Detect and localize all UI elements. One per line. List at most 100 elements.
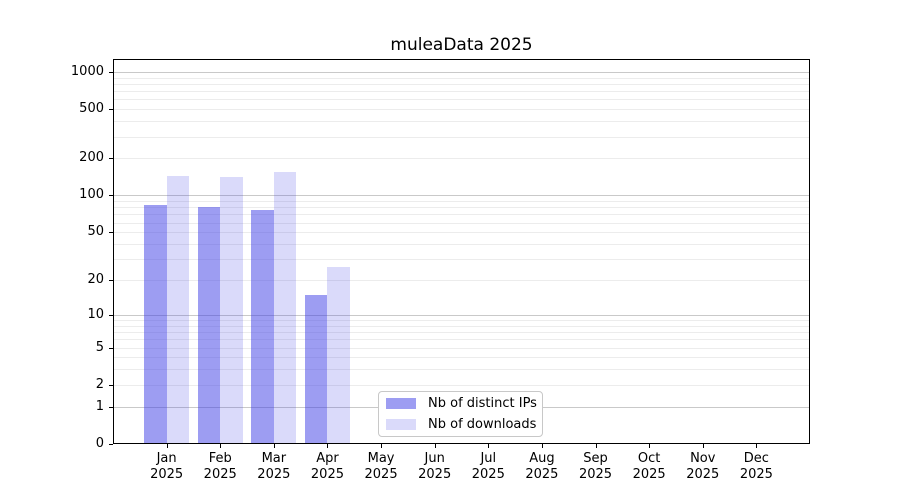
bar-distinct-ips-feb <box>197 207 221 444</box>
y-tick-label: 1000 <box>70 63 104 79</box>
minor-gridline <box>114 280 809 282</box>
legend-label-distinct-ips: Nb of distinct IPs <box>428 396 537 411</box>
x-tick-month: Nov <box>690 451 716 466</box>
bar-downloads-jan <box>166 175 189 444</box>
y-tick-label: 500 <box>79 101 104 117</box>
minor-gridline <box>114 91 809 93</box>
x-tick-year: 2025 <box>686 467 720 482</box>
minor-gridline <box>114 222 809 224</box>
minor-gridline <box>114 325 809 327</box>
minor-gridline <box>114 158 809 160</box>
x-tick-label: Mar 2025 <box>242 451 306 483</box>
x-tick-mark <box>273 444 275 448</box>
x-tick-label: Nov 2025 <box>671 451 735 483</box>
y-tick-label: 0 <box>95 436 104 451</box>
chart-title: muleaData 2025 <box>390 35 533 55</box>
legend-swatch-downloads <box>386 419 416 430</box>
x-tick-mark <box>488 444 490 448</box>
bar-distinct-ips-apr <box>305 294 328 444</box>
x-tick-label: Jun 2025 <box>403 451 467 483</box>
x-tick-year: 2025 <box>150 467 184 482</box>
x-tick-year: 2025 <box>632 467 666 482</box>
minor-gridline <box>114 83 809 85</box>
minor-gridline <box>114 121 809 123</box>
y-tick-label: 5 <box>95 339 104 355</box>
minor-gridline <box>114 77 809 79</box>
y-tick-mark <box>109 280 113 282</box>
minor-gridline <box>114 244 809 245</box>
major-gridline <box>114 314 809 316</box>
x-tick-year: 2025 <box>418 467 452 482</box>
x-tick-month: May <box>367 451 395 466</box>
minor-gridline <box>114 207 809 209</box>
x-tick-month: Oct <box>637 451 661 466</box>
minor-gridline <box>114 369 809 371</box>
x-tick-year: 2025 <box>739 467 773 482</box>
x-tick-month: Mar <box>261 451 287 466</box>
minor-gridline <box>114 136 809 138</box>
x-tick-year: 2025 <box>471 467 505 482</box>
minor-gridline <box>114 320 809 321</box>
y-tick-mark <box>109 158 113 160</box>
x-tick-label: Oct 2025 <box>617 451 681 483</box>
minor-gridline <box>114 259 809 261</box>
bar-distinct-ips-mar <box>251 210 274 444</box>
minor-gridline <box>114 214 809 216</box>
y-tick-mark <box>109 314 113 316</box>
x-tick-month: Sep <box>583 451 608 466</box>
x-tick-month: Aug <box>529 451 555 466</box>
x-tick-month: Jun <box>424 451 445 466</box>
x-tick-mark <box>381 444 383 448</box>
x-tick-year: 2025 <box>525 467 559 482</box>
x-tick-month: Jul <box>480 451 497 466</box>
x-tick-year: 2025 <box>203 467 237 482</box>
x-tick-label: Sep 2025 <box>564 451 628 483</box>
y-tick-label: 2 <box>95 376 104 392</box>
x-tick-label: May 2025 <box>349 451 413 483</box>
x-tick-mark <box>166 444 168 448</box>
x-tick-year: 2025 <box>310 467 344 482</box>
minor-gridline <box>114 339 809 341</box>
y-tick-label: 10 <box>87 306 104 322</box>
x-tick-mark <box>434 444 436 448</box>
x-tick-mark <box>702 444 704 448</box>
legend: Nb of distinct IPs Nb of downloads <box>378 391 543 437</box>
x-tick-year: 2025 <box>578 467 613 482</box>
x-tick-month: Jan <box>156 451 177 466</box>
y-tick-label: 20 <box>87 272 104 288</box>
minor-gridline <box>114 384 809 386</box>
bar-downloads-apr <box>327 266 350 444</box>
x-tick-month: Feb <box>208 451 232 466</box>
minor-gridline <box>114 347 809 349</box>
minor-gridline <box>114 232 809 234</box>
x-tick-mark <box>327 444 329 448</box>
legend-item-downloads: Nb of downloads <box>386 416 542 434</box>
y-tick-mark <box>109 406 113 408</box>
legend-label-downloads: Nb of downloads <box>428 417 537 432</box>
x-tick-mark <box>756 444 758 448</box>
x-tick-label: Apr 2025 <box>295 451 359 483</box>
x-tick-mark <box>220 444 222 448</box>
y-tick-mark <box>109 232 113 234</box>
y-tick-label: 100 <box>79 187 104 203</box>
y-tick-mark <box>109 109 113 111</box>
y-tick-mark <box>109 444 113 445</box>
x-tick-mark <box>649 444 651 448</box>
x-tick-label: Feb 2025 <box>188 451 252 483</box>
x-tick-label: Aug 2025 <box>510 451 574 483</box>
x-tick-year: 2025 <box>364 467 398 482</box>
x-tick-label: Jan 2025 <box>135 451 199 483</box>
legend-item-distinct-ips: Nb of distinct IPs <box>386 395 542 413</box>
major-gridline <box>114 71 809 73</box>
y-tick-label: 50 <box>87 224 104 240</box>
x-tick-mark <box>541 444 543 448</box>
minor-gridline <box>114 109 809 111</box>
x-tick-mark <box>595 444 597 448</box>
x-tick-label: Dec 2025 <box>724 451 788 483</box>
minor-gridline <box>114 357 809 359</box>
x-tick-year: 2025 <box>257 467 291 482</box>
minor-gridline <box>114 332 809 334</box>
major-gridline <box>114 195 809 197</box>
x-tick-month: Dec <box>743 451 769 466</box>
